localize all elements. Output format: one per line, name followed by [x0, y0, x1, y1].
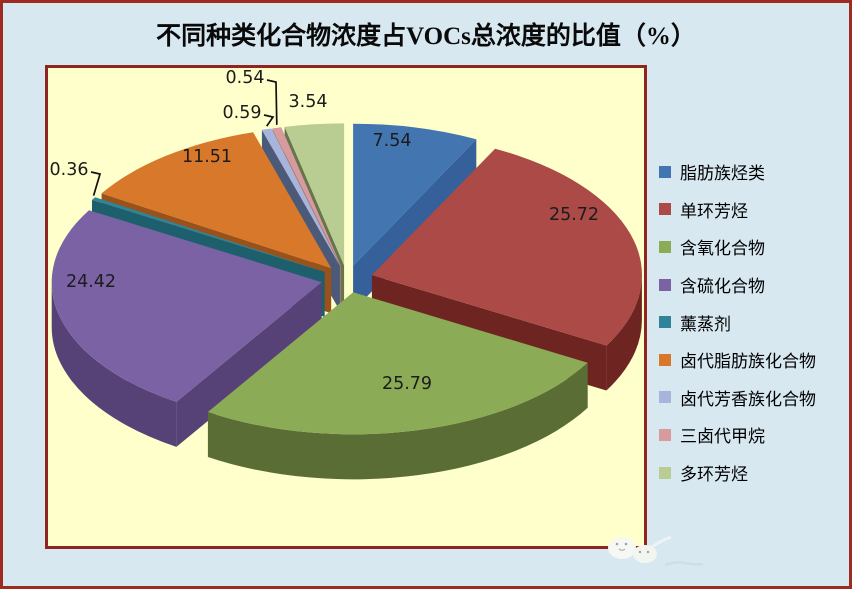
legend-label: 含氧化合物	[680, 239, 765, 259]
legend-swatch	[659, 391, 671, 404]
legend-label: 多环芳烃	[680, 465, 748, 485]
watermark-eye	[646, 550, 650, 554]
legend-label: 卤代脂肪族化合物	[680, 352, 816, 372]
legend-item: 三卤代甲烷	[659, 416, 816, 454]
legend-swatch	[659, 316, 671, 329]
legend-item: 单环芳烃	[659, 191, 816, 229]
legend-label: 单环芳烃	[680, 201, 748, 221]
plot-area	[45, 65, 647, 549]
watermark-mouth	[618, 548, 626, 551]
legend-item: 多环芳烃	[659, 454, 816, 492]
legend-swatch	[659, 353, 671, 366]
legend-label: 脂肪族烃类	[680, 164, 765, 184]
legend-swatch	[659, 278, 671, 291]
legend: 脂肪族烃类单环芳烃含氧化合物含硫化合物薰蒸剂卤代脂肪族化合物 卤代芳香族化合物 三卤…	[659, 153, 816, 491]
legend-item: 卤代芳香族化合物	[659, 379, 816, 417]
legend-swatch	[659, 428, 671, 441]
legend-swatch	[659, 466, 671, 479]
watermark-tail	[648, 535, 672, 551]
legend-item: 含氧化合物	[659, 228, 816, 266]
chart-title: 不同种类化合物浓度占VOCs总浓度的比值（%）	[156, 23, 696, 50]
legend-swatch	[659, 240, 671, 253]
legend-label: 三卤代甲烷	[680, 427, 765, 447]
watermark-eye	[638, 550, 642, 554]
watermark-smudge	[664, 561, 704, 567]
legend-item: 含硫化合物	[659, 266, 816, 304]
legend-swatch	[659, 203, 671, 216]
legend-label: 薰蒸剂	[680, 314, 731, 334]
legend-item: 脂肪族烃类	[659, 153, 816, 191]
legend-swatch	[659, 165, 671, 178]
legend-item: 卤代脂肪族化合物	[659, 341, 816, 379]
legend-label: 卤代芳香族化合物	[680, 389, 816, 409]
legend-label: 含硫化合物	[680, 277, 765, 297]
legend-item: 薰蒸剂	[659, 303, 816, 341]
